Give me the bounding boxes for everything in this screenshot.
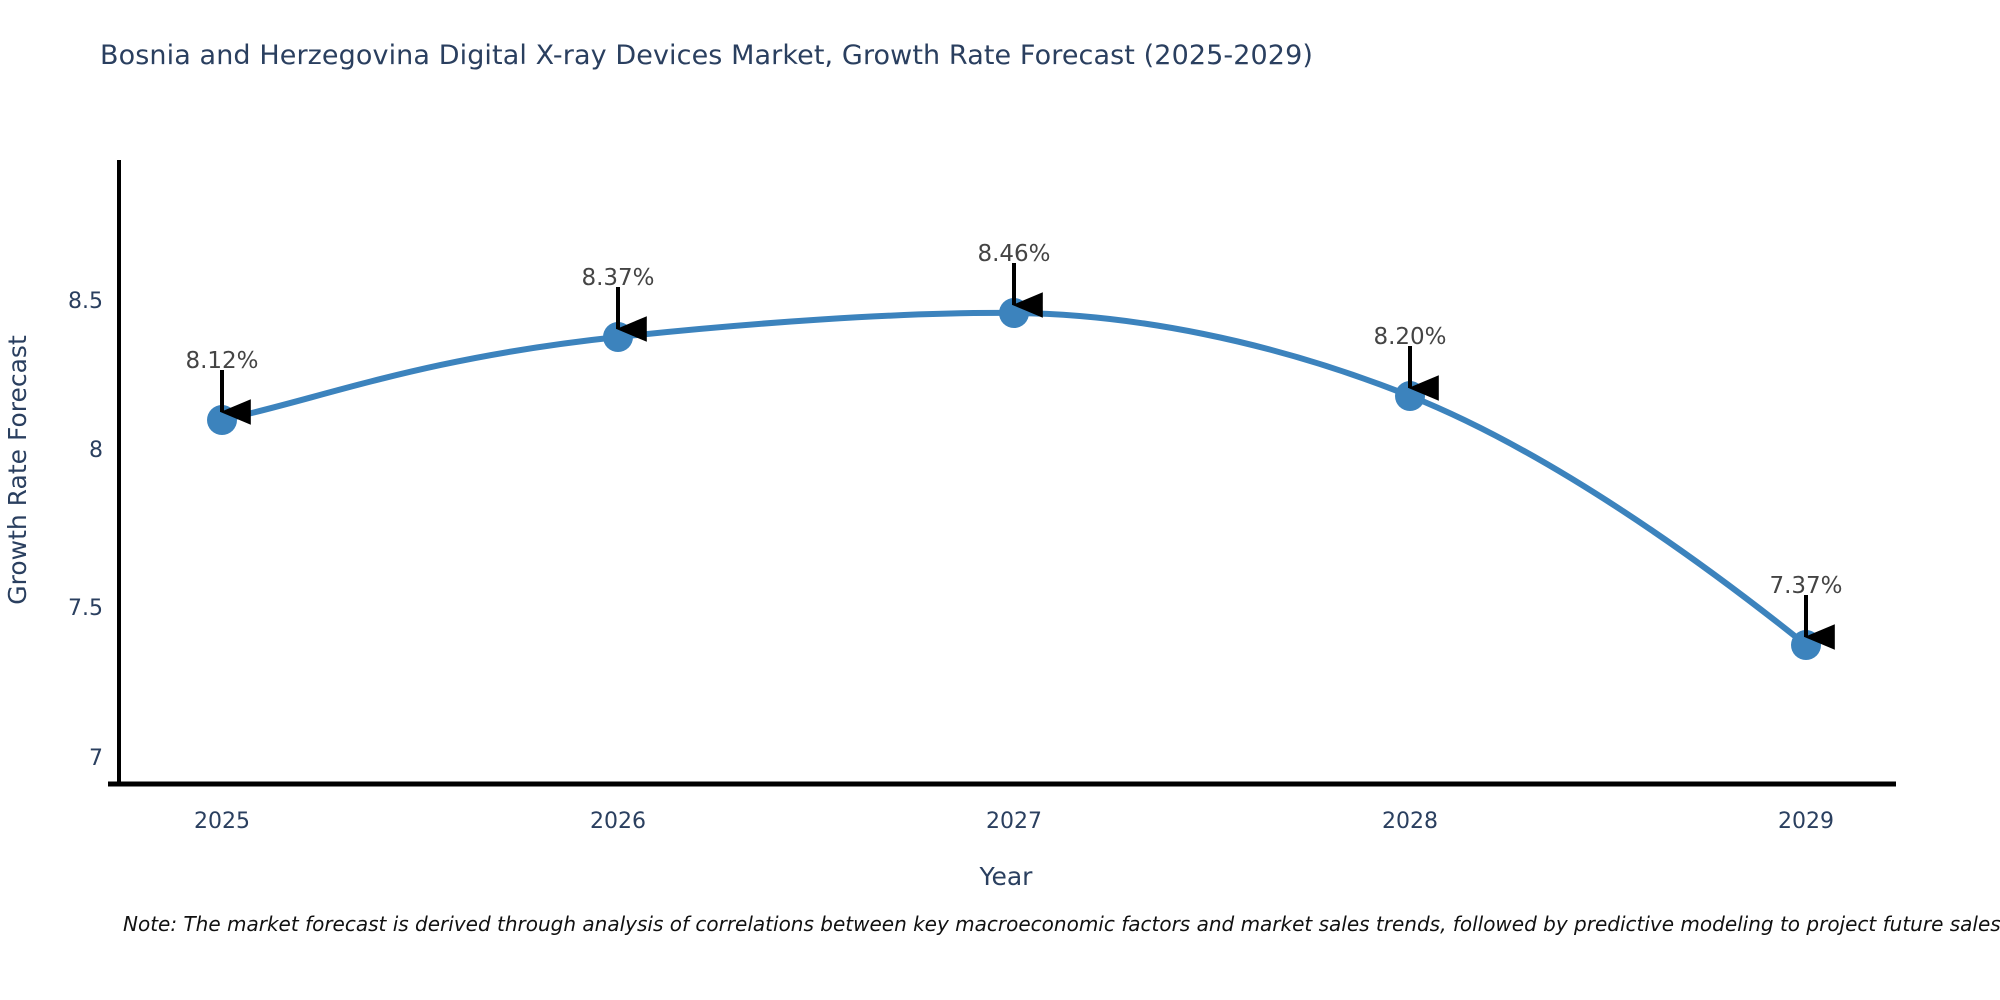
series-line xyxy=(219,309,1809,648)
x-tick-label-1: 2026 xyxy=(590,809,646,834)
y-tick-label-3: 7 xyxy=(89,746,103,771)
x-tick-label-2: 2027 xyxy=(986,809,1042,834)
data-point-label: 8.46% xyxy=(977,241,1050,267)
y-tick-label-2: 7.5 xyxy=(68,596,103,621)
data-point-label: 8.37% xyxy=(581,265,654,291)
x-tick-label-3: 2028 xyxy=(1382,809,1438,834)
y-tick-label-0: 8.5 xyxy=(68,289,103,314)
data-point-label: 7.37% xyxy=(1769,573,1842,599)
x-tick-label-0: 2025 xyxy=(194,809,250,834)
y-axis-title: Growth Rate Forecast xyxy=(3,335,32,605)
data-point-label: 8.12% xyxy=(185,348,258,374)
x-axis-title: Year xyxy=(979,862,1034,891)
page-title: Bosnia and Herzegovina Digital X-ray Dev… xyxy=(100,40,1313,71)
y-tick-label-1: 8 xyxy=(89,438,103,463)
data-point-label: 8.20% xyxy=(1373,324,1446,350)
footnote-text: Note: The market forecast is derived thr… xyxy=(123,912,2000,936)
x-tick-label-4: 2029 xyxy=(1778,809,1834,834)
